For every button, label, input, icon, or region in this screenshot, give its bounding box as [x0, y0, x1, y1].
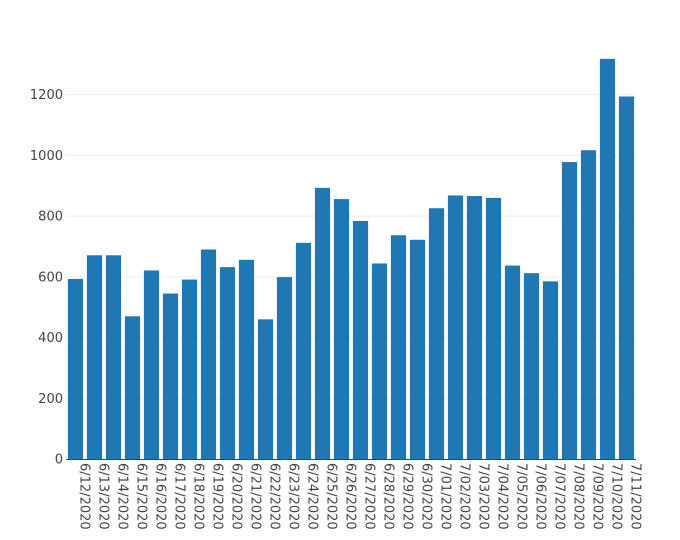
bars [67, 58, 635, 460]
x-tick-label: 7/05/2020 [514, 463, 529, 530]
x-tick-label: 6/15/2020 [134, 463, 149, 530]
bar [67, 278, 84, 459]
bar [124, 316, 141, 459]
x-tick-label: 6/24/2020 [305, 463, 320, 530]
x-tick-label: 6/21/2020 [248, 463, 263, 530]
x-tick-label: 6/27/2020 [362, 463, 377, 530]
bar [599, 58, 616, 459]
bar [485, 197, 502, 459]
bar [371, 263, 388, 459]
x-tick-label: 6/18/2020 [191, 463, 206, 530]
bar [618, 96, 635, 460]
bar [276, 277, 293, 459]
bar [143, 270, 160, 459]
x-tick-label: 7/08/2020 [571, 463, 586, 530]
x-tick-label: 7/09/2020 [590, 463, 605, 530]
bar [162, 293, 179, 459]
y-tick-label: 1000 [30, 149, 63, 164]
x-tick-label: 7/11/2020 [628, 463, 643, 530]
x-axis-ticks: 6/12/2020 6/13/2020 6/14/2020 6/15/2020 6/16… [77, 463, 643, 530]
bar [86, 255, 103, 459]
bar [542, 281, 559, 459]
x-tick-label: 6/12/2020 [77, 463, 92, 530]
x-tick-label: 6/16/2020 [153, 463, 168, 530]
x-tick-label: 6/17/2020 [172, 463, 187, 530]
x-tick-label: 7/07/2020 [552, 463, 567, 530]
x-tick-label: 6/20/2020 [229, 463, 244, 530]
y-tick-label: 200 [38, 392, 63, 407]
y-axis-ticks: 0 200 400 600 800 1000 1200 [30, 88, 63, 467]
x-tick-label: 6/28/2020 [381, 463, 396, 530]
bar [181, 279, 198, 459]
bar [200, 249, 217, 459]
bar [390, 235, 407, 459]
x-tick-label: 6/29/2020 [400, 463, 415, 530]
x-tick-label: 7/10/2020 [609, 463, 624, 530]
x-tick-label: 7/02/2020 [457, 463, 472, 530]
x-tick-label: 6/14/2020 [115, 463, 130, 530]
bar [580, 150, 597, 459]
y-tick-label: 1200 [30, 88, 63, 103]
x-tick-label: 6/25/2020 [324, 463, 339, 530]
bar [333, 199, 350, 459]
bar [295, 242, 312, 459]
x-tick-label: 7/06/2020 [533, 463, 548, 530]
x-tick-label: 6/22/2020 [267, 463, 282, 530]
y-tick-label: 400 [38, 331, 63, 346]
x-tick-label: 7/03/2020 [476, 463, 491, 530]
bar [409, 239, 426, 459]
y-tick-label: 0 [55, 453, 63, 468]
gridlines [66, 94, 636, 399]
bar [428, 208, 445, 459]
bar [105, 255, 122, 459]
y-tick-label: 600 [38, 270, 63, 285]
bar [466, 196, 483, 459]
x-tick-label: 6/30/2020 [419, 463, 434, 530]
bar [238, 259, 255, 459]
y-tick-label: 800 [38, 210, 63, 225]
bar [352, 220, 369, 459]
bar [219, 267, 236, 459]
bar [447, 195, 464, 459]
bar [257, 319, 274, 459]
x-tick-label: 6/19/2020 [210, 463, 225, 530]
x-tick-label: 6/26/2020 [343, 463, 358, 530]
bar [314, 187, 331, 459]
bar [561, 162, 578, 459]
x-tick-label: 6/13/2020 [96, 463, 111, 530]
bar [504, 265, 521, 459]
x-tick-label: 7/04/2020 [495, 463, 510, 530]
bar [523, 273, 540, 459]
x-tick-label: 6/23/2020 [286, 463, 301, 530]
x-tick-label: 7/01/2020 [438, 463, 453, 530]
